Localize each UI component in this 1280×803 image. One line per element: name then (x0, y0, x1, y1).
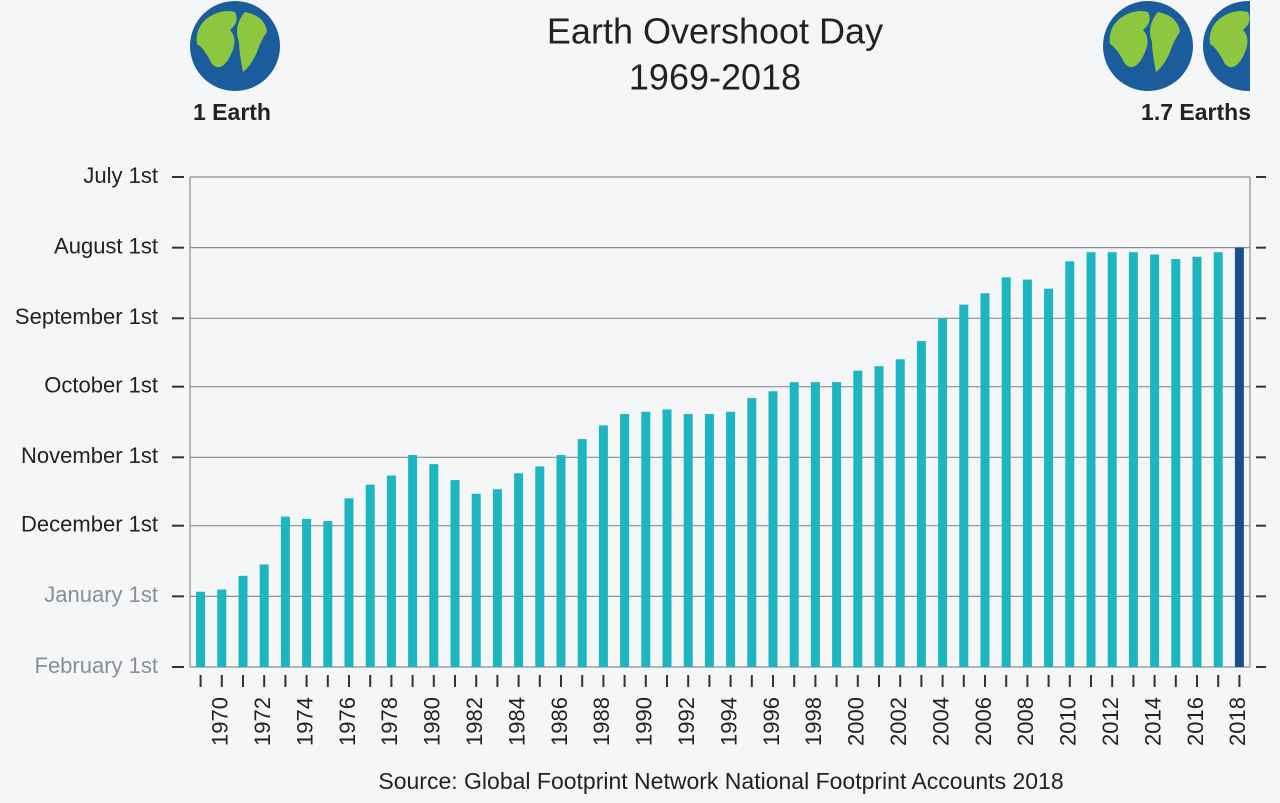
x-tick-label: 1974 (292, 697, 317, 746)
bar (1234, 247, 1244, 667)
x-tick-label: 1996 (759, 697, 784, 746)
chart-title: Earth Overshoot Day (547, 11, 883, 52)
bar (408, 455, 418, 667)
x-tick-label: 1998 (801, 697, 826, 746)
bar (683, 414, 693, 667)
bar (514, 473, 524, 667)
x-tick-label: 1990 (632, 697, 657, 746)
bar (302, 518, 312, 667)
bar (620, 414, 630, 667)
x-tick-label: 1972 (250, 697, 275, 746)
bar (641, 411, 651, 667)
globe (190, 1, 280, 91)
x-tick-label: 2010 (1056, 697, 1081, 746)
bar (1086, 252, 1096, 668)
x-tick-label: 2000 (844, 697, 869, 746)
y-tick-label: October 1st (44, 372, 158, 397)
bar (1065, 261, 1075, 667)
annotation: 1 Earth (193, 99, 271, 125)
x-tick-label: 1984 (504, 697, 529, 746)
bar (492, 489, 502, 667)
bar (238, 575, 248, 667)
bar (1150, 254, 1160, 667)
annotation: 1.7 Earths (1141, 99, 1251, 125)
bar (1128, 252, 1138, 668)
bar (344, 498, 354, 667)
bar (747, 398, 757, 667)
x-tick-label: 1978 (377, 697, 402, 746)
bar (832, 382, 842, 667)
bar (450, 480, 460, 667)
x-tick-label: 2012 (1098, 697, 1123, 746)
x-tick-label: 2018 (1225, 697, 1250, 746)
bar (196, 591, 206, 667)
bar (217, 589, 227, 667)
x-tick-label: 1986 (547, 697, 572, 746)
bar (1192, 256, 1202, 667)
bar (1001, 277, 1011, 667)
bar (429, 464, 439, 667)
bar (577, 439, 587, 667)
y-tick-label: December 1st (21, 512, 158, 537)
y-tick-label: September 1st (15, 304, 158, 329)
bar (556, 455, 566, 667)
bar (323, 521, 333, 667)
x-tick-label: 1994 (716, 697, 741, 746)
bar (810, 382, 820, 667)
x-tick-label: 1982 (462, 697, 487, 746)
bar (726, 411, 736, 667)
x-tick-label: 2004 (928, 697, 953, 746)
bar (1022, 279, 1032, 667)
bar (662, 409, 672, 667)
x-tick-label: 1980 (420, 697, 445, 746)
bar (704, 414, 714, 667)
x-tick-label: 1976 (335, 697, 360, 746)
x-tick-label: 2002 (886, 697, 911, 746)
x-tick-label: 2008 (1013, 697, 1038, 746)
y-tick-label: November 1st (21, 443, 158, 468)
bar (895, 359, 905, 667)
y-tick-label: July 1st (83, 163, 158, 188)
bar (980, 293, 990, 667)
bar (916, 341, 926, 667)
bar (1171, 259, 1181, 667)
bar (768, 391, 778, 667)
x-tick-label: 2014 (1140, 697, 1165, 746)
bar (535, 466, 545, 667)
bar (959, 304, 969, 667)
bar (1044, 288, 1054, 667)
bar (386, 475, 396, 667)
globe (1103, 1, 1250, 91)
y-tick-label: January 1st (44, 582, 158, 607)
bar (1213, 252, 1223, 668)
bar (471, 493, 481, 667)
y-tick-label: February 1st (35, 653, 159, 678)
y-tick-label: August 1st (54, 233, 158, 258)
bar (1107, 252, 1117, 668)
x-tick-label: 1992 (674, 697, 699, 746)
bar (280, 516, 290, 667)
bar (598, 425, 608, 667)
bar (259, 564, 269, 667)
bar (853, 370, 863, 667)
chart-subtitle: 1969-2018 (629, 57, 801, 98)
x-tick-label: 2006 (971, 697, 996, 746)
bar (789, 382, 799, 667)
bar (874, 366, 884, 667)
x-tick-label: 1970 (208, 697, 233, 746)
source: Source: Global Footprint Network Nationa… (378, 768, 1063, 794)
x-tick-label: 2016 (1183, 697, 1208, 746)
bar (938, 318, 948, 667)
x-tick-label: 1988 (589, 697, 614, 746)
bar (365, 484, 375, 667)
